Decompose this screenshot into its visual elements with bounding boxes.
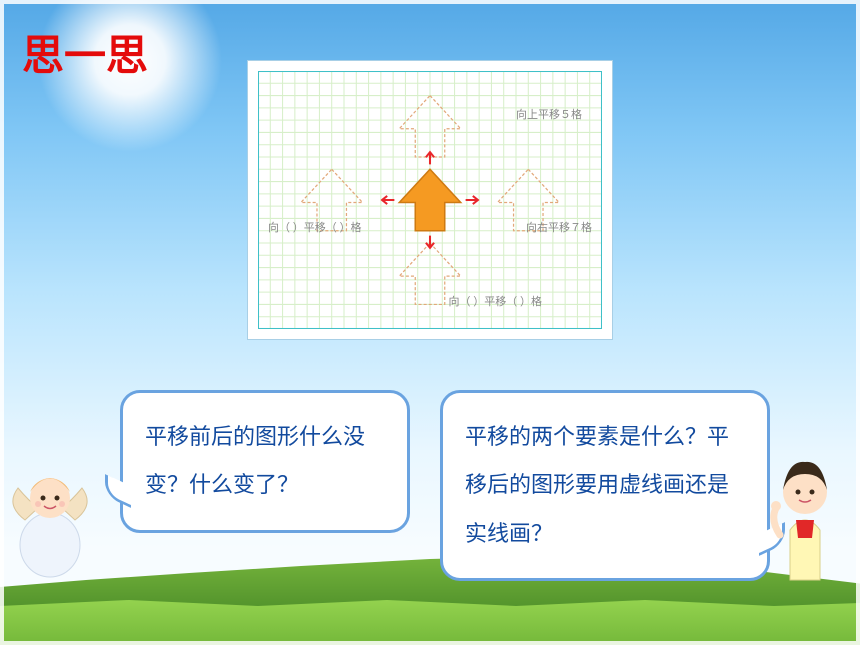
- girl-character: [760, 440, 850, 590]
- question-left-text: 平移前后的图形什么没变？什么变了？: [145, 424, 365, 497]
- diagram-panel: 向上平移５格向右平移７格向（ ）平移（ ）格向（ ）平移（ ）格: [247, 60, 613, 340]
- slide-stage: 思一思 向上平移５格向右平移７格向（ ）平移（ ）格向（ ）平移（ ）格 平移前…: [0, 0, 860, 645]
- question-bubble-right: 平移的两个要素是什么？平移后的图形要用虚线画还是实线画？: [440, 390, 770, 581]
- slide-title: 思一思: [22, 22, 148, 83]
- angel-character: [10, 450, 120, 590]
- question-bubble-left: 平移前后的图形什么没变？什么变了？: [120, 390, 410, 533]
- question-right-text: 平移的两个要素是什么？平移后的图形要用虚线画还是实线画？: [465, 424, 729, 546]
